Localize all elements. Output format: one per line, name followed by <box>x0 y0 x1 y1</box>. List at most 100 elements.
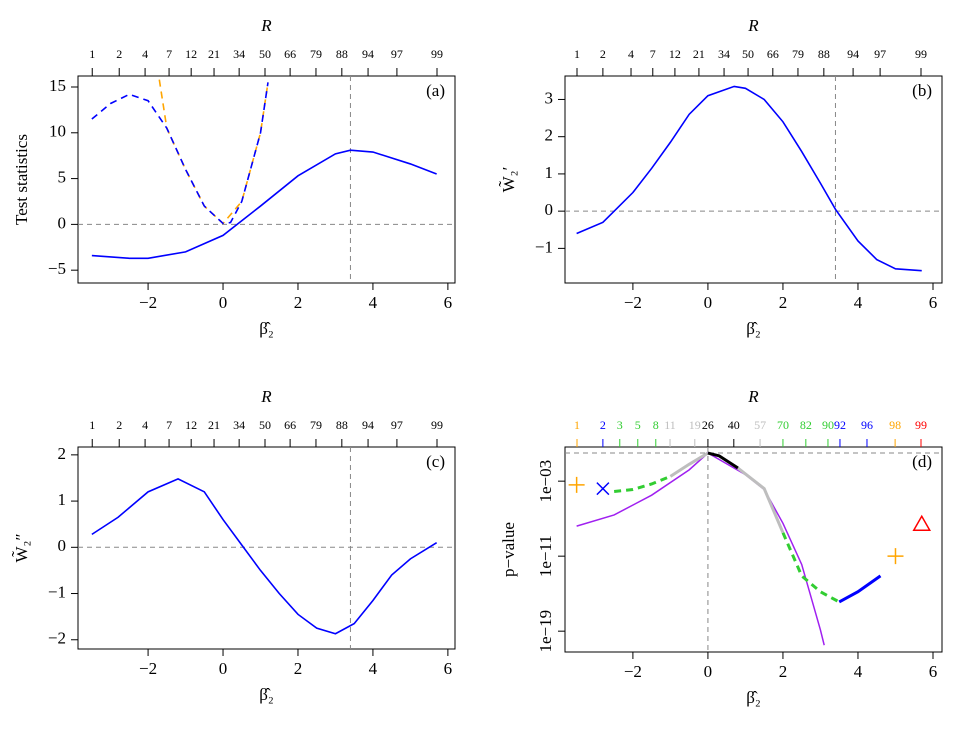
top-tick-label: 57 <box>754 418 766 432</box>
y-tick-label: 2 <box>545 126 554 145</box>
top-tick-label: 79 <box>310 47 322 61</box>
top-tick-label: 40 <box>728 418 740 432</box>
top-tick-label: 5 <box>635 418 641 432</box>
top-tick-label: 79 <box>792 47 804 61</box>
top-tick-label: 92 <box>834 418 846 432</box>
x-tick-label: 2 <box>779 662 788 681</box>
top-tick-label: 79 <box>310 418 322 432</box>
top-tick-label: 34 <box>718 47 730 61</box>
top-tick-label: 7 <box>650 47 656 61</box>
panel-tag: (a) <box>426 81 445 100</box>
x-tick-label: 2 <box>294 659 303 678</box>
data-line <box>838 574 882 604</box>
top-tick-label: 99 <box>431 418 443 432</box>
top-tick-label: 97 <box>874 47 886 61</box>
y-tick-label: 10 <box>49 122 66 141</box>
top-tick-label: 88 <box>818 47 830 61</box>
x-axis-title: β̂₂ <box>259 319 274 338</box>
y-tick-label: 5 <box>58 167 67 186</box>
top-tick-label: 3 <box>617 418 623 432</box>
panel-tag: (d) <box>912 452 932 471</box>
y-axis-title: Test statistics <box>12 134 31 225</box>
top-tick-label: 7 <box>166 418 172 432</box>
top-tick-label: 98 <box>889 418 901 432</box>
top-tick-label: 2 <box>116 47 122 61</box>
data-line <box>707 451 739 470</box>
top-tick-label: 26 <box>702 418 714 432</box>
y-tick-label: 0 <box>58 213 67 232</box>
data-line <box>91 149 437 260</box>
top-tick-label: 4 <box>142 47 148 61</box>
x-tick-label: 6 <box>929 293 938 312</box>
top-tick-label: 4 <box>142 418 148 432</box>
marker <box>887 548 904 565</box>
top-tick-label: 66 <box>284 47 296 61</box>
panel-tag: (b) <box>912 81 932 100</box>
x-tick-label: 0 <box>219 293 228 312</box>
plot-box <box>77 75 456 284</box>
plot-box <box>564 75 943 284</box>
x-tick-label: 4 <box>854 662 863 681</box>
top-tick-label: 50 <box>259 418 271 432</box>
top-axis-title: R <box>747 16 759 35</box>
data-line <box>91 82 269 225</box>
top-tick-label: 88 <box>336 47 348 61</box>
top-tick-label: 21 <box>693 47 705 61</box>
top-tick-label: 99 <box>431 47 443 61</box>
top-tick-label: 90 <box>822 418 834 432</box>
x-tick-label: −2 <box>139 659 157 678</box>
x-tick-label: −2 <box>624 662 642 681</box>
top-tick-label: 97 <box>391 47 403 61</box>
top-tick-label: 1 <box>574 47 580 61</box>
y-tick-label: 0 <box>58 536 67 555</box>
x-tick-label: 4 <box>369 659 378 678</box>
marker <box>568 476 585 493</box>
y-tick-label: −1 <box>48 582 66 601</box>
top-tick-label: 21 <box>208 47 220 61</box>
top-tick-label: 11 <box>664 418 676 432</box>
x-tick-label: 2 <box>779 293 788 312</box>
top-tick-label: 8 <box>653 418 659 432</box>
y-axis-title: W̃₂″ <box>12 533 31 562</box>
x-tick-label: 0 <box>704 293 713 312</box>
x-tick-label: 6 <box>444 293 453 312</box>
data-line <box>158 79 269 225</box>
y-tick-label: 1e−03 <box>536 460 555 503</box>
top-axis-title: R <box>260 387 272 406</box>
top-tick-label: 94 <box>362 47 374 61</box>
y-tick-label: 1e−11 <box>536 535 555 577</box>
plot-box <box>77 446 456 650</box>
top-tick-label: 97 <box>391 418 403 432</box>
y-axis-title: p−value <box>499 522 518 577</box>
top-tick-label: 34 <box>233 47 245 61</box>
x-tick-label: 2 <box>294 293 303 312</box>
top-tick-label: 99 <box>915 418 927 432</box>
top-tick-label: 50 <box>742 47 754 61</box>
top-tick-label: 66 <box>767 47 779 61</box>
y-tick-label: 2 <box>58 444 67 463</box>
x-tick-label: 0 <box>704 662 713 681</box>
top-tick-label: 34 <box>233 418 245 432</box>
data-line <box>613 475 671 493</box>
data-line <box>91 478 438 635</box>
marker <box>596 482 610 496</box>
top-tick-label: 7 <box>166 47 172 61</box>
x-tick-label: 4 <box>854 293 863 312</box>
top-tick-label: 12 <box>185 418 197 432</box>
data-line <box>576 85 922 272</box>
plot-box <box>564 446 943 653</box>
top-tick-label: 21 <box>208 418 220 432</box>
top-tick-label: 96 <box>861 418 873 432</box>
top-tick-label: 12 <box>669 47 681 61</box>
y-tick-label: −2 <box>48 629 66 648</box>
marker <box>912 514 932 532</box>
top-tick-label: 2 <box>600 418 606 432</box>
top-tick-label: 94 <box>847 47 859 61</box>
top-tick-label: 1 <box>574 418 580 432</box>
x-tick-label: −2 <box>139 293 157 312</box>
top-tick-label: 66 <box>284 418 296 432</box>
y-tick-label: 0 <box>545 200 554 219</box>
top-axis-title: R <box>260 16 272 35</box>
top-tick-label: 1 <box>89 418 95 432</box>
y-tick-label: 3 <box>545 88 554 107</box>
